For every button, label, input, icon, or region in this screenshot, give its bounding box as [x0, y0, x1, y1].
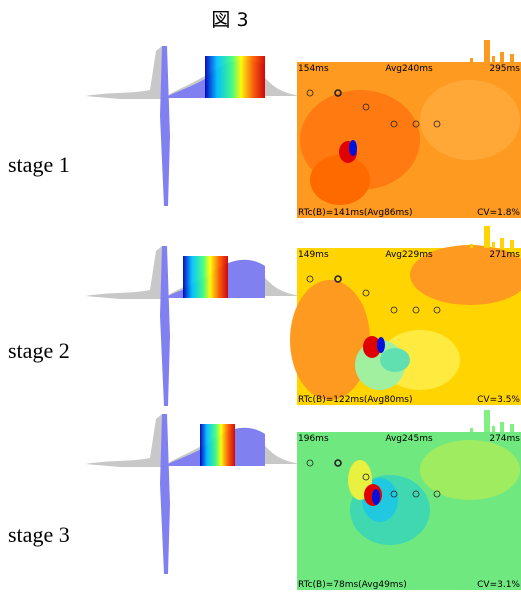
figure-title: 図 3 [211, 9, 248, 31]
histogram-bar [470, 428, 473, 432]
map-avg: Avg240ms [385, 64, 433, 74]
activation-band [183, 256, 228, 298]
panel: stage 1 154ms Avg240ms 295ms RTc(B)=141ms(Av… [8, 40, 521, 218]
electrode-marker [433, 120, 441, 128]
map-avg: Avg229ms [385, 250, 433, 260]
electrode-marker [334, 459, 342, 467]
electrode-marker [433, 490, 441, 498]
map-min: 154ms [298, 64, 329, 74]
histogram-bar [500, 238, 504, 248]
map-region [410, 245, 521, 305]
histogram-bar [470, 244, 473, 248]
electrode-marker [362, 289, 370, 297]
histogram-bar [484, 226, 490, 248]
map-min: 149ms [298, 250, 329, 260]
electrode-marker [306, 459, 314, 467]
map-cv: CV=3.5% [477, 395, 520, 405]
electrode-marker [412, 306, 420, 314]
map-region [310, 155, 370, 205]
electrode-marker [390, 490, 398, 498]
map-max: 274ms [489, 434, 520, 444]
histogram-bar [500, 422, 504, 432]
map-rtc: RTc(B)=141ms(Avg86ms) [298, 208, 413, 218]
map-region [290, 280, 370, 400]
electrode-marker [412, 120, 420, 128]
activation-band [200, 424, 235, 466]
panel: stage 3 196ms Avg245ms 274ms RTc(B)=78ms(Avg… [8, 410, 521, 590]
histogram-bar [510, 54, 514, 62]
electrode-marker [362, 103, 370, 111]
map-min: 196ms [298, 434, 329, 444]
electrode-marker [306, 275, 314, 283]
waveform-deflection [160, 414, 265, 574]
map-rtc: RTc(B)=122ms(Avg80ms) [298, 395, 413, 405]
histogram-bar [510, 424, 514, 432]
waveform-deflection [160, 246, 265, 406]
map-cv: CV=3.1% [477, 580, 520, 590]
histogram-bar [500, 52, 504, 62]
map-blue-region [377, 337, 385, 353]
histogram-bar [484, 40, 490, 62]
histogram-bar [492, 242, 495, 248]
map-avg: Avg245ms [385, 434, 433, 444]
electrode-marker [306, 89, 314, 97]
panel: stage 2 149ms Avg229ms 271ms RTc(B)=122ms(Av… [8, 226, 521, 406]
map-rtc: RTc(B)=78ms(Avg49ms) [298, 580, 407, 590]
electrode-marker [334, 89, 342, 97]
map-blue-region [372, 489, 380, 505]
stage-label: stage 1 [8, 152, 70, 177]
histogram-bar [470, 58, 473, 62]
histogram-bar [492, 426, 495, 432]
map-max: 295ms [489, 64, 520, 74]
map-region [420, 440, 520, 500]
activation-band [205, 56, 265, 98]
map-red-region [363, 336, 381, 358]
electrode-marker [390, 306, 398, 314]
electrode-marker [334, 275, 342, 283]
electrode-marker [433, 306, 441, 314]
map-blue-region [349, 140, 357, 156]
stage-label: stage 2 [8, 338, 70, 363]
stage-label: stage 3 [8, 522, 70, 547]
electrode-marker [412, 490, 420, 498]
map-max: 271ms [489, 250, 520, 260]
map-region [420, 80, 520, 160]
electrode-marker [362, 473, 370, 481]
histogram-bar [492, 56, 495, 62]
histogram-bar [510, 240, 514, 248]
map-region [380, 348, 410, 372]
map-cv: CV=1.8% [477, 208, 520, 218]
electrode-marker [390, 120, 398, 128]
histogram-bar [484, 410, 490, 432]
